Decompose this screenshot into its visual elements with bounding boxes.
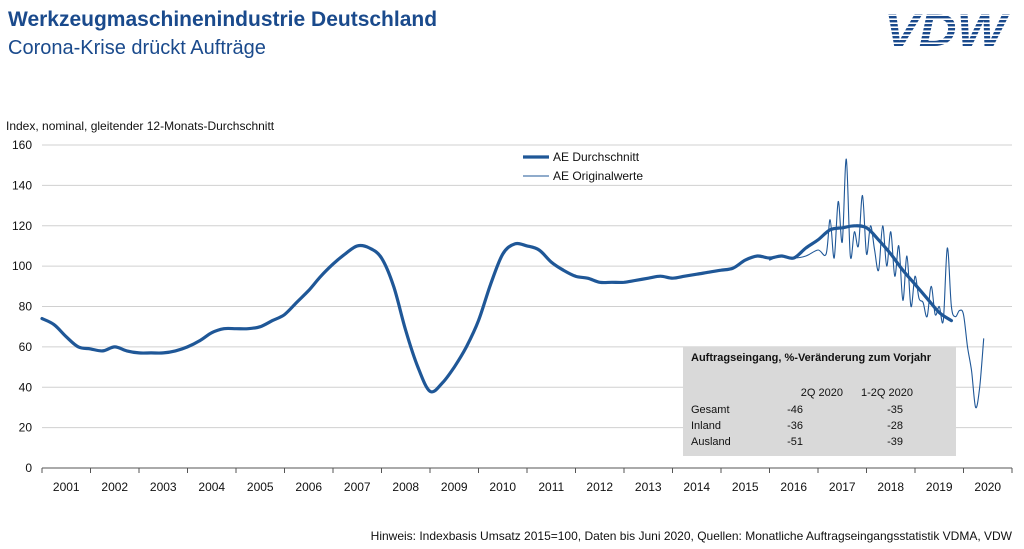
legend-label: AE Durchschnitt [553,150,640,164]
table-cell: -35 [887,404,903,416]
x-tick-label: 2007 [344,480,371,494]
chart-title: Werkzeugmaschinenindustrie Deutschland [8,8,438,31]
table-cell: -28 [887,420,903,432]
table-row-label: Ausland [691,436,731,448]
y-tick-label: 0 [25,461,32,475]
x-tick-label: 2004 [198,480,225,494]
x-tick-label: 2011 [538,480,564,494]
series-line [768,158,985,409]
y-tick-label: 100 [12,259,32,273]
x-tick-label: 2006 [295,480,322,494]
y-tick-label: 140 [12,178,32,192]
y-tick-label: 160 [12,138,32,152]
chart-subtitle: Corona-Krise drückt Aufträge [8,37,266,59]
x-tick-label: 2001 [53,480,80,494]
table-cell: -51 [787,436,803,448]
x-tick-labels: 2001 2002 2003 2004 2005 2006 2007 2008 2009 2010… [41,468,1013,494]
series-line [40,224,953,394]
table-cell: -36 [787,420,803,432]
x-tick-label: 2013 [635,480,662,494]
x-tick-label: 2012 [586,480,613,494]
legend: AE Durchschnitt AE Originalwerte [523,150,643,183]
series-lines [40,158,985,409]
table-cell: -46 [787,404,803,416]
y-tick-label: 120 [12,219,32,233]
table-row-label: Inland [691,420,721,432]
y-tick-label: 80 [19,300,33,314]
x-tick-label: 2010 [489,480,516,494]
x-tick-label: 2020 [974,480,1001,494]
x-tick-label: 2016 [780,480,807,494]
vdw-logo: VDW [884,8,1010,50]
order-intake-table: Auftragseingang, %-Veränderung zum Vorja… [683,347,956,456]
x-tick-label: 2003 [150,480,177,494]
x-tick-label: 2005 [247,480,274,494]
x-tick-label: 2018 [877,480,904,494]
y-tick-label: 40 [19,380,33,394]
x-tick-label: 2002 [101,480,128,494]
x-tick-label: 2015 [732,480,759,494]
y-tick-label: 60 [19,340,33,354]
y-axis-label: Index, nominal, gleitender 12-Monats-Dur… [6,119,275,133]
y-tick-labels: 0 20 40 60 80 100 120 140 160 [12,138,32,475]
footnote: Hinweis: Indexbasis Umsatz 2015=100, Dat… [370,529,1012,543]
table-column-header: 2Q 2020 [800,387,843,399]
x-tick-label: 2017 [829,480,856,494]
y-tick-label: 20 [19,421,33,435]
x-tick-label: 2019 [926,480,953,494]
table-title: Auftragseingang, %-Veränderung zum Vorja… [691,352,931,364]
logo-text: VDW [884,8,1010,50]
legend-label: AE Originalwerte [553,169,643,183]
x-tick-label: 2014 [683,480,710,494]
table-row-label: Gesamt [691,404,730,416]
x-tick-label: 2009 [441,480,468,494]
table-cell: -39 [887,436,903,448]
table-column-header: 1-2Q 2020 [861,387,913,399]
x-tick-label: 2008 [392,480,419,494]
